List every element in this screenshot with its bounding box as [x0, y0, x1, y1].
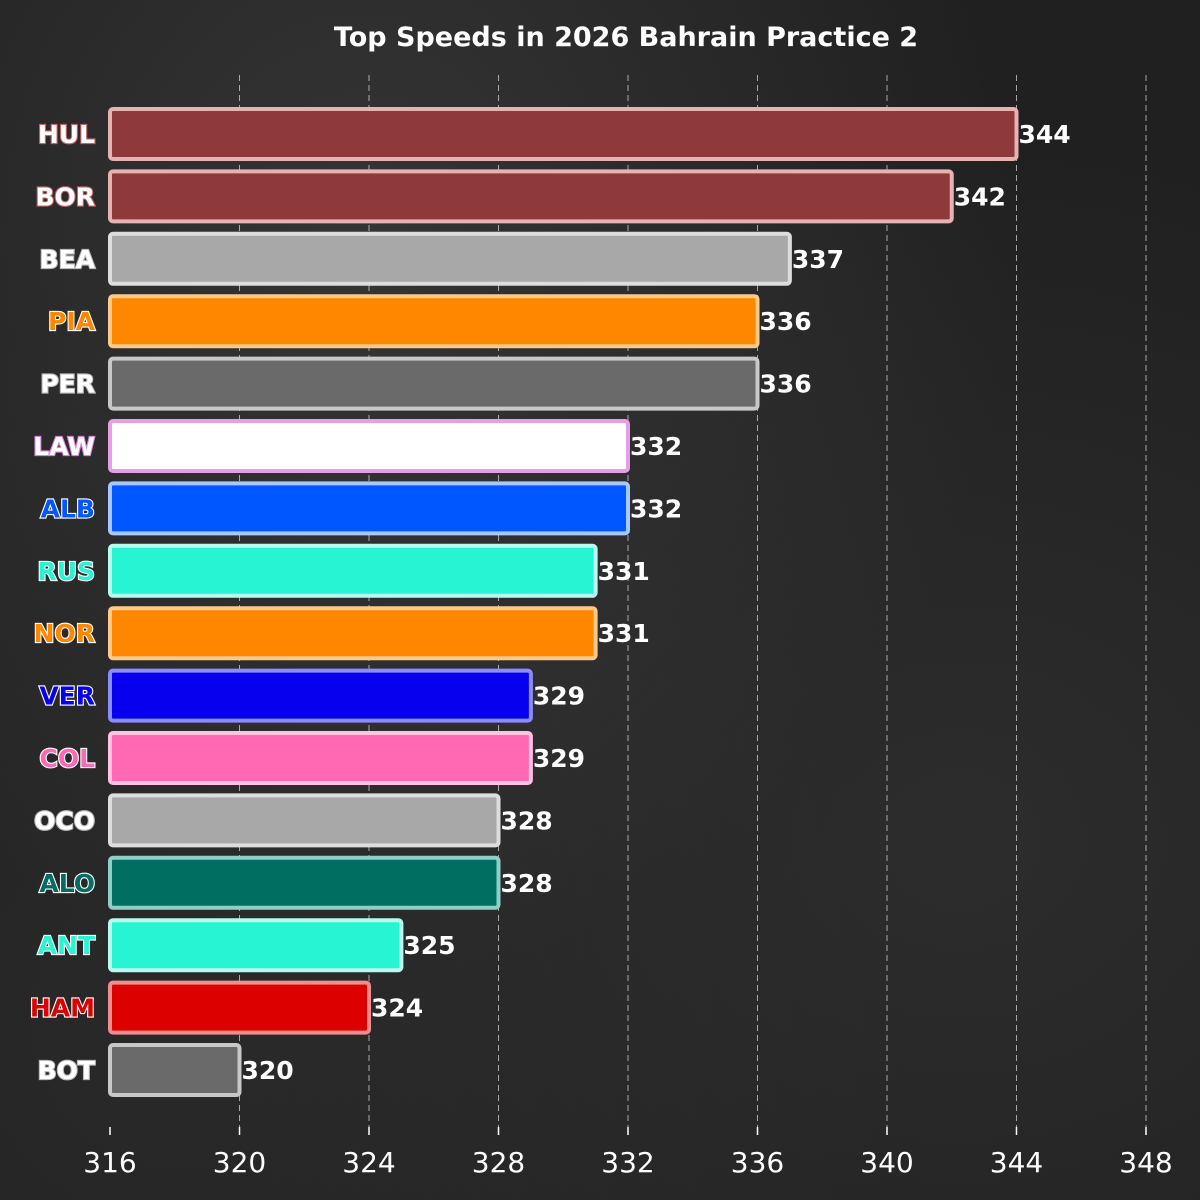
value-label: 336	[760, 307, 812, 336]
category-label: BOR	[35, 182, 95, 211]
value-label: 337	[792, 245, 844, 274]
value-label: 329	[533, 682, 585, 711]
category-label: LAW	[33, 432, 95, 461]
bar-alo	[108, 855, 501, 910]
bar-rus	[108, 543, 598, 598]
value-label: 331	[598, 557, 650, 586]
bar-nor	[108, 606, 598, 661]
x-axis: 316 320 324 328 332 336 340 344 348	[83, 1127, 1173, 1179]
x-tick-label: 332	[601, 1146, 654, 1179]
value-label: 320	[242, 1056, 294, 1085]
chart-title: Top Speeds in 2026 Bahrain Practice 2	[334, 22, 918, 53]
value-label: 332	[630, 432, 682, 461]
bar-bor	[108, 169, 954, 224]
value-label: 325	[403, 931, 455, 960]
category-label: NOR	[34, 619, 95, 648]
bar-per	[108, 356, 760, 411]
x-tick-label: 316	[83, 1146, 136, 1179]
bar-alb	[108, 481, 630, 536]
x-tick-label: 336	[731, 1146, 784, 1179]
bar-bot	[108, 1043, 242, 1097]
value-label: 329	[533, 744, 585, 773]
category-label: COL	[39, 744, 95, 773]
x-tick-label: 344	[990, 1146, 1043, 1179]
category-label: BOT	[38, 1056, 95, 1085]
labels-layer: 344 HUL 342 BOR 337 BEA 336 PIA 336 PER 332 LAW 332 A…	[29, 119, 1071, 1086]
category-label: BEA	[40, 245, 96, 274]
category-label: RUS	[37, 557, 95, 586]
x-tick-label: 320	[213, 1146, 266, 1179]
value-label: 336	[760, 370, 812, 399]
category-label: ALO	[39, 869, 95, 898]
x-tick-label: 324	[342, 1146, 395, 1179]
bar-ver	[108, 668, 533, 723]
bar-ant	[108, 918, 404, 973]
value-label: 342	[954, 182, 1006, 211]
bar-ham	[108, 980, 371, 1035]
bar-law	[108, 419, 630, 473]
x-tick-label: 348	[1119, 1146, 1172, 1179]
category-label: ALB	[41, 494, 95, 523]
category-label: HUL	[38, 120, 95, 149]
bar-bea	[108, 231, 792, 286]
value-label: 344	[1019, 120, 1071, 149]
value-label: 332	[630, 494, 682, 523]
bars-layer	[108, 107, 1019, 1097]
category-label: PER	[40, 370, 95, 399]
category-label: HAM	[30, 994, 95, 1023]
category-label: ANT	[38, 931, 95, 960]
category-label: OCO	[34, 806, 95, 835]
x-tick-label: 328	[472, 1146, 525, 1179]
value-label: 328	[501, 806, 553, 835]
value-label: 331	[598, 619, 650, 648]
bar-hul	[108, 107, 1019, 161]
bar-pia	[108, 294, 760, 349]
bar-col	[108, 731, 533, 785]
bar-oco	[108, 793, 501, 848]
category-label: VER	[39, 682, 95, 711]
category-label: PIA	[48, 307, 96, 336]
value-label: 328	[501, 869, 553, 898]
value-label: 324	[371, 994, 423, 1023]
x-tick-label: 340	[860, 1146, 913, 1179]
